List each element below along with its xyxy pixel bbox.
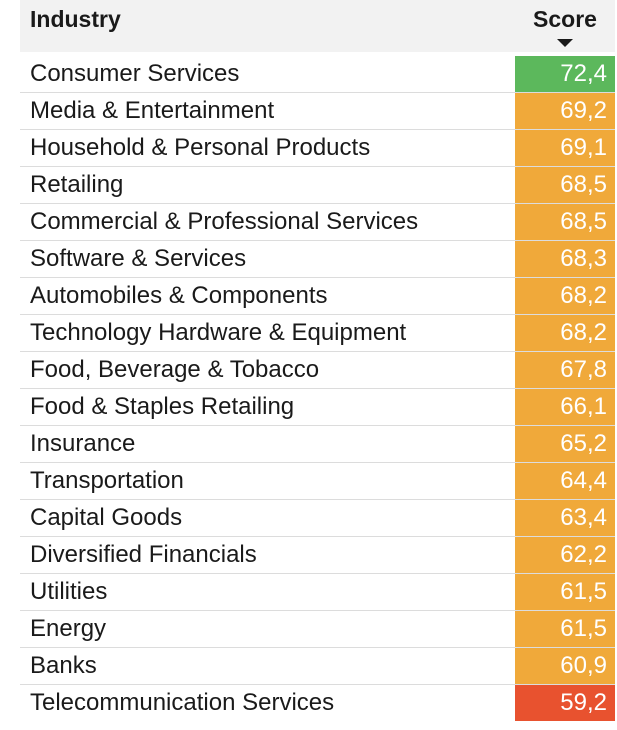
table-row: Utilities 61,5 [20,574,615,611]
industry-name-cell: Diversified Financials [30,541,257,568]
table-row: Retailing 68,5 [20,167,615,204]
score-cell: 59,2 [515,685,615,721]
industry-name-cell: Insurance [30,430,136,457]
score-cell: 68,3 [515,241,615,277]
industry-name-cell: Utilities [30,578,108,605]
table-row: Food & Staples Retailing 66,1 [20,389,615,426]
table-row: Energy 61,5 [20,611,615,648]
table-row: Transportation 64,4 [20,463,615,500]
table-row: Technology Hardware & Equipment 68,2 [20,315,615,352]
industry-name-cell: Software & Services [30,245,247,272]
score-column-header[interactable]: Score [515,0,615,52]
score-cell: 68,2 [515,278,615,314]
industry-name-cell: Media & Entertainment [30,97,275,124]
industry-name-cell: Food & Staples Retailing [30,393,295,420]
table-row: Automobiles & Components 68,2 [20,278,615,315]
score-cell: 68,2 [515,315,615,351]
industry-name-cell: Household & Personal Products [30,134,371,161]
score-cell: 65,2 [515,426,615,462]
table-row: Telecommunication Services 59,2 [20,685,615,721]
table-row: Household & Personal Products 69,1 [20,130,615,167]
table-row: Media & Entertainment 69,2 [20,93,615,130]
score-cell: 68,5 [515,204,615,240]
industry-name-cell: Retailing [30,171,124,198]
table-row: Capital Goods 63,4 [20,500,615,537]
table-row: Food, Beverage & Tobacco 67,8 [20,352,615,389]
industry-column-header[interactable]: Industry [30,6,121,32]
industry-name-cell: Automobiles & Components [30,282,328,309]
score-cell: 72,4 [515,56,615,92]
score-cell: 61,5 [515,574,615,610]
score-cell: 64,4 [515,463,615,499]
table-header: Industry Score [20,0,615,52]
score-cell: 63,4 [515,500,615,536]
industry-name-cell: Consumer Services [30,60,240,87]
industry-name-cell: Banks [30,652,97,679]
industry-name-cell: Food, Beverage & Tobacco [30,356,320,383]
table-row: Consumer Services 72,4 [20,56,615,93]
table-row: Banks 60,9 [20,648,615,685]
sort-descending-icon[interactable] [557,39,573,47]
score-cell: 67,8 [515,352,615,388]
industry-name-cell: Transportation [30,467,184,494]
industry-score-table: Industry Score Consumer Services 72,4 Medi… [20,0,615,721]
industry-name-cell: Capital Goods [30,504,183,531]
score-cell: 60,9 [515,648,615,684]
score-cell: 68,5 [515,167,615,203]
table-row: Diversified Financials 62,2 [20,537,615,574]
score-cell: 62,2 [515,537,615,573]
score-cell: 66,1 [515,389,615,425]
industry-name-cell: Technology Hardware & Equipment [30,319,407,346]
score-cell: 69,1 [515,130,615,166]
table-row: Insurance 65,2 [20,426,615,463]
score-column-label: Score [533,6,597,32]
score-cell: 61,5 [515,611,615,647]
industry-name-cell: Telecommunication Services [30,689,335,716]
score-cell: 69,2 [515,93,615,129]
industry-name-cell: Commercial & Professional Services [30,208,419,235]
table-row: Software & Services 68,3 [20,241,615,278]
table-row: Commercial & Professional Services 68,5 [20,204,615,241]
table-body: Consumer Services 72,4 Media & Entertainme… [20,56,615,721]
industry-name-cell: Energy [30,615,107,642]
